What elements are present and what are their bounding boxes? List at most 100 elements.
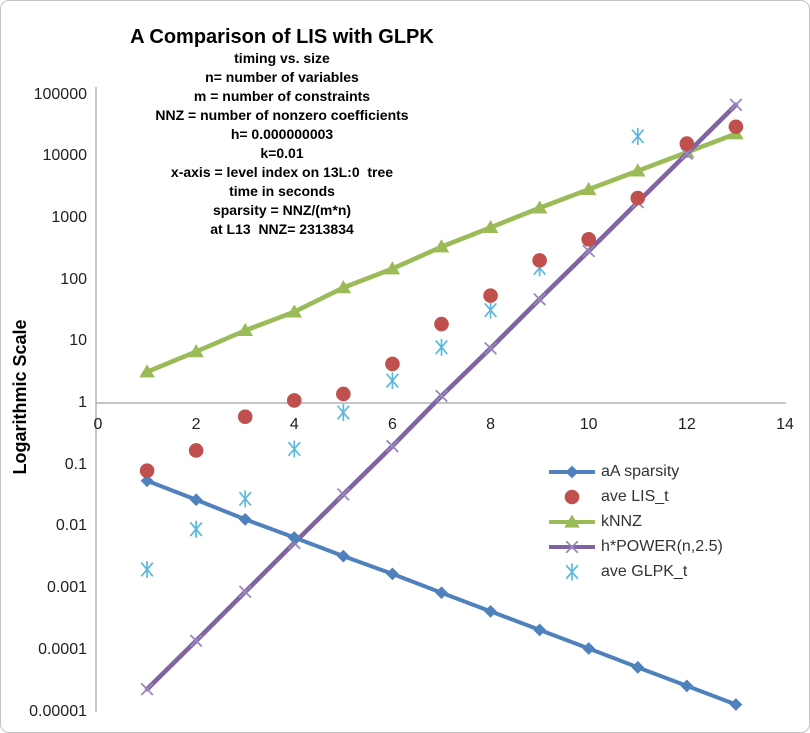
subtitle-line: time in seconds [229, 183, 335, 199]
data-point-circle [630, 190, 646, 206]
data-point-x-cross [435, 389, 448, 403]
data-point-asterisk [631, 127, 645, 145]
subtitle-line: n= number of variables [205, 69, 359, 85]
data-point-diamond [729, 698, 743, 711]
data-point-circle [483, 288, 498, 303]
data-point-diamond [680, 679, 694, 693]
data-point-diamond [582, 642, 596, 655]
legend-swatch-circle [564, 489, 580, 504]
x-tick-label: 10 [579, 416, 598, 433]
legend-item: ave LIS_t [549, 487, 723, 506]
subtitle-line: x-axis = level index on 13L:0 tree [170, 164, 394, 180]
data-point-triangle [433, 239, 450, 253]
data-point-diamond [189, 493, 203, 507]
legend-item: h*POWER(n,2.5) [549, 537, 723, 556]
y-tick-label: 0.0001 [38, 640, 87, 658]
legend-label: aA sparsity [601, 462, 680, 480]
data-point-asterisk [565, 563, 579, 580]
data-point-circle [336, 386, 351, 402]
legend-swatch-asterisk [565, 563, 579, 580]
y-tick-label: 100000 [33, 85, 87, 103]
data-point-x-cross [238, 585, 252, 599]
data-point-circle [188, 443, 204, 458]
data-point-x-cross [533, 292, 547, 306]
data-point-diamond [140, 474, 154, 488]
data-point-x-cross [140, 682, 154, 696]
legend-label: ave GLPK_t [601, 562, 688, 580]
data-point-triangle [629, 163, 646, 177]
data-point-diamond [533, 623, 547, 637]
subtitle-line: h= 0.000000003 [230, 126, 334, 142]
data-point-x-cross [189, 634, 203, 648]
data-point-circle [237, 409, 253, 424]
data-point-triangle [286, 304, 303, 318]
data-point-circle [532, 253, 547, 268]
data-point-triangle [335, 280, 352, 294]
series-h-power-n-2-5- [140, 98, 743, 696]
data-point-asterisk [238, 490, 252, 508]
subtitle-line: sparsity = NNZ/(m*n) [212, 202, 352, 218]
data-point-x-cross [565, 540, 579, 553]
subtitle-line: m = number of constraints [193, 88, 371, 104]
data-point-triangle [531, 200, 548, 214]
y-tick-label: 0.01 [55, 517, 87, 535]
data-point-asterisk [189, 520, 203, 538]
data-point-diamond [435, 586, 448, 600]
data-point-asterisk [140, 561, 154, 579]
data-point-circle [385, 356, 400, 372]
data-point-diamond [386, 567, 399, 581]
legend-swatch-triangle [549, 514, 595, 528]
data-point-diamond [287, 531, 301, 544]
x-tick-label: 0 [93, 416, 103, 433]
data-point-x-cross [582, 244, 596, 258]
series-ave-glpk-t [140, 127, 645, 579]
x-tick-label: 6 [387, 416, 397, 433]
legend-label: kNNZ [601, 512, 642, 530]
data-point-x-cross [336, 487, 350, 501]
legend-swatch-x-cross [549, 540, 595, 553]
data-point-diamond [238, 512, 252, 526]
chart-subtitle-block: timing vs. size n= number of variables m =… [82, 49, 482, 239]
y-tick-label: 0.1 [64, 455, 87, 473]
y-tick-label: 10 [69, 332, 87, 350]
data-point-triangle [237, 322, 254, 337]
data-point-triangle [580, 181, 597, 195]
x-tick-label: 12 [677, 416, 696, 433]
x-tick-label: 14 [776, 416, 794, 433]
data-point-asterisk [435, 338, 448, 356]
data-point-circle [434, 316, 449, 332]
data-point-triangle [482, 219, 499, 234]
legend-item: ave GLPK_t [549, 562, 723, 581]
y-tick-label: 0.00001 [29, 702, 87, 720]
data-point-asterisk [484, 301, 498, 319]
y-tick-label: 100 [60, 270, 87, 288]
y-tick-label: 1000 [51, 208, 87, 226]
y-tick-label: 10000 [42, 147, 88, 165]
series-knnz [139, 126, 744, 378]
series-line [144, 131, 739, 375]
data-point-x-cross [385, 439, 399, 453]
data-point-asterisk [287, 440, 301, 458]
legend-swatch-diamond [549, 465, 595, 478]
data-point-circle [581, 231, 596, 247]
data-point-triangle [188, 344, 204, 358]
data-point-circle [679, 136, 695, 151]
data-point-circle [139, 463, 155, 478]
legend: aA sparsity ave LIS_t kNNZ h*POWER(n,2.5) av… [549, 462, 723, 581]
data-point-diamond [336, 549, 350, 563]
x-tick-label: 2 [191, 416, 201, 433]
y-tick-label: 1 [78, 394, 87, 411]
subtitle-line: k=0.01 [260, 145, 304, 161]
data-point-x-cross [729, 98, 743, 112]
series-aa-sparsity [140, 474, 743, 711]
data-point-x-cross [484, 341, 497, 355]
data-point-diamond [631, 660, 645, 674]
subtitle-line: at L13 NNZ= 2313834 [210, 221, 354, 237]
data-point-triangle [384, 261, 401, 275]
data-point-asterisk [385, 372, 399, 390]
x-tick-label: 8 [486, 416, 495, 433]
y-tick-label: 0.001 [46, 579, 87, 597]
data-point-circle [728, 119, 744, 135]
